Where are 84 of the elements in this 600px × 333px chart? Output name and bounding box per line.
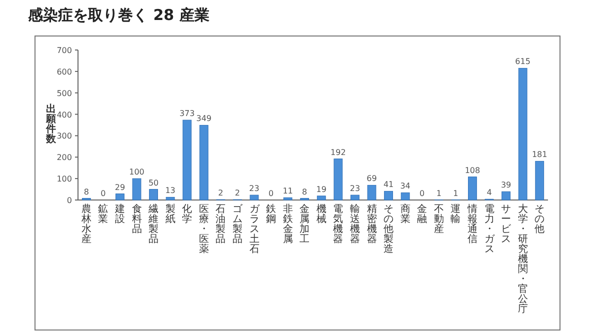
- x-tick-label: 金融: [417, 204, 428, 225]
- x-tick-label: 機械: [316, 204, 326, 225]
- category-label: 大学・研究機関・官公庁: [518, 204, 528, 315]
- data-label: 13: [165, 186, 176, 196]
- data-label: 39: [500, 180, 512, 190]
- data-label: 69: [366, 174, 377, 184]
- data-label: 1: [436, 188, 442, 198]
- data-label: 373: [179, 109, 195, 118]
- bar: [116, 194, 124, 200]
- bar: [199, 124, 208, 200]
- data-label: 2: [234, 188, 240, 198]
- chart-title: 感染症を取り巻く 28 産業: [28, 6, 210, 25]
- x-tick-label: ゴム製品: [232, 204, 242, 245]
- data-label: 8: [302, 187, 308, 196]
- x-tick-label: 鉄鋼: [266, 204, 276, 225]
- data-label: 181: [532, 150, 548, 160]
- bar: [400, 192, 410, 200]
- x-tick-label: 製紙: [165, 204, 176, 225]
- bar: [502, 191, 510, 200]
- data-label: 41: [383, 180, 394, 190]
- y-tick-label: 300: [56, 132, 72, 141]
- data-label: 50: [148, 178, 159, 188]
- x-tick-label: 非鉄金属: [282, 204, 293, 245]
- x-tick-label: 不動産: [434, 204, 444, 235]
- bar: [316, 196, 326, 200]
- bar: [149, 189, 158, 200]
- x-tick-label: 石油製品: [216, 204, 226, 245]
- y-tick-label: 600: [56, 67, 72, 76]
- x-tick-label: 精密機器: [366, 204, 377, 245]
- x-tick-label: 商業: [400, 204, 410, 225]
- bar: [350, 194, 360, 200]
- bar: [334, 158, 343, 200]
- x-tick-label: 医療・医薬: [198, 204, 209, 255]
- y-tick-label: 500: [56, 88, 72, 98]
- bar: [367, 184, 376, 200]
- x-tick-label: 金属加工: [300, 204, 310, 245]
- bar: [384, 190, 393, 200]
- y-tick-label: 700: [56, 46, 72, 55]
- x-tick-label: 鉱業: [98, 204, 108, 225]
- data-label: 11: [282, 186, 293, 196]
- bar: [535, 160, 544, 200]
- bar: [166, 196, 175, 200]
- bar: [468, 176, 477, 200]
- data-label: 0: [268, 189, 274, 198]
- x-tick-label: 農林水産: [81, 204, 92, 245]
- y-tick-label: 200: [56, 153, 72, 162]
- y-axis-title: 出願件数: [46, 104, 56, 145]
- x-tick-label: 繊維製品: [148, 204, 159, 245]
- x-tick-label: 電気機器: [333, 204, 344, 245]
- y-tick-label: 0: [66, 196, 72, 205]
- x-tick-label: 化学: [182, 204, 192, 225]
- x-tick-label: 情報通信: [467, 204, 478, 245]
- bar: [518, 68, 528, 200]
- y-tick-label: 100: [56, 174, 72, 184]
- x-tick-label: 建設: [114, 204, 125, 225]
- x-tick-label: その他: [534, 204, 545, 235]
- bar: [182, 120, 192, 200]
- data-label: 0: [100, 189, 106, 198]
- data-label: 19: [316, 184, 326, 194]
- data-label: 192: [330, 148, 346, 157]
- bar: [283, 197, 292, 200]
- bar: [250, 194, 259, 200]
- x-tick-label: その他製造: [384, 204, 394, 255]
- data-label: 34: [400, 182, 410, 191]
- data-label: 8: [84, 187, 89, 196]
- data-label: 23: [249, 184, 260, 194]
- x-tick-label: ガラス土石: [249, 204, 260, 255]
- data-label: 2: [218, 188, 224, 198]
- x-tick-label: 運輸: [450, 204, 461, 225]
- bar: [132, 178, 142, 200]
- data-label: 349: [196, 114, 212, 124]
- y-tick-label: 400: [56, 110, 72, 120]
- x-tick-label: サービス: [501, 204, 512, 245]
- data-label: 0: [420, 189, 425, 198]
- data-label: 4: [486, 188, 492, 198]
- x-tick-label: 電力・ガス: [484, 204, 494, 255]
- data-label: 1: [453, 188, 458, 198]
- data-label: 108: [464, 166, 480, 175]
- data-label: 29: [114, 182, 126, 192]
- x-tick-label: 輸送機器: [350, 204, 360, 245]
- data-label: 615: [515, 57, 530, 66]
- data-label: 23: [350, 184, 360, 194]
- data-label: 100: [129, 168, 144, 177]
- x-tick-label: 食料品: [132, 204, 142, 235]
